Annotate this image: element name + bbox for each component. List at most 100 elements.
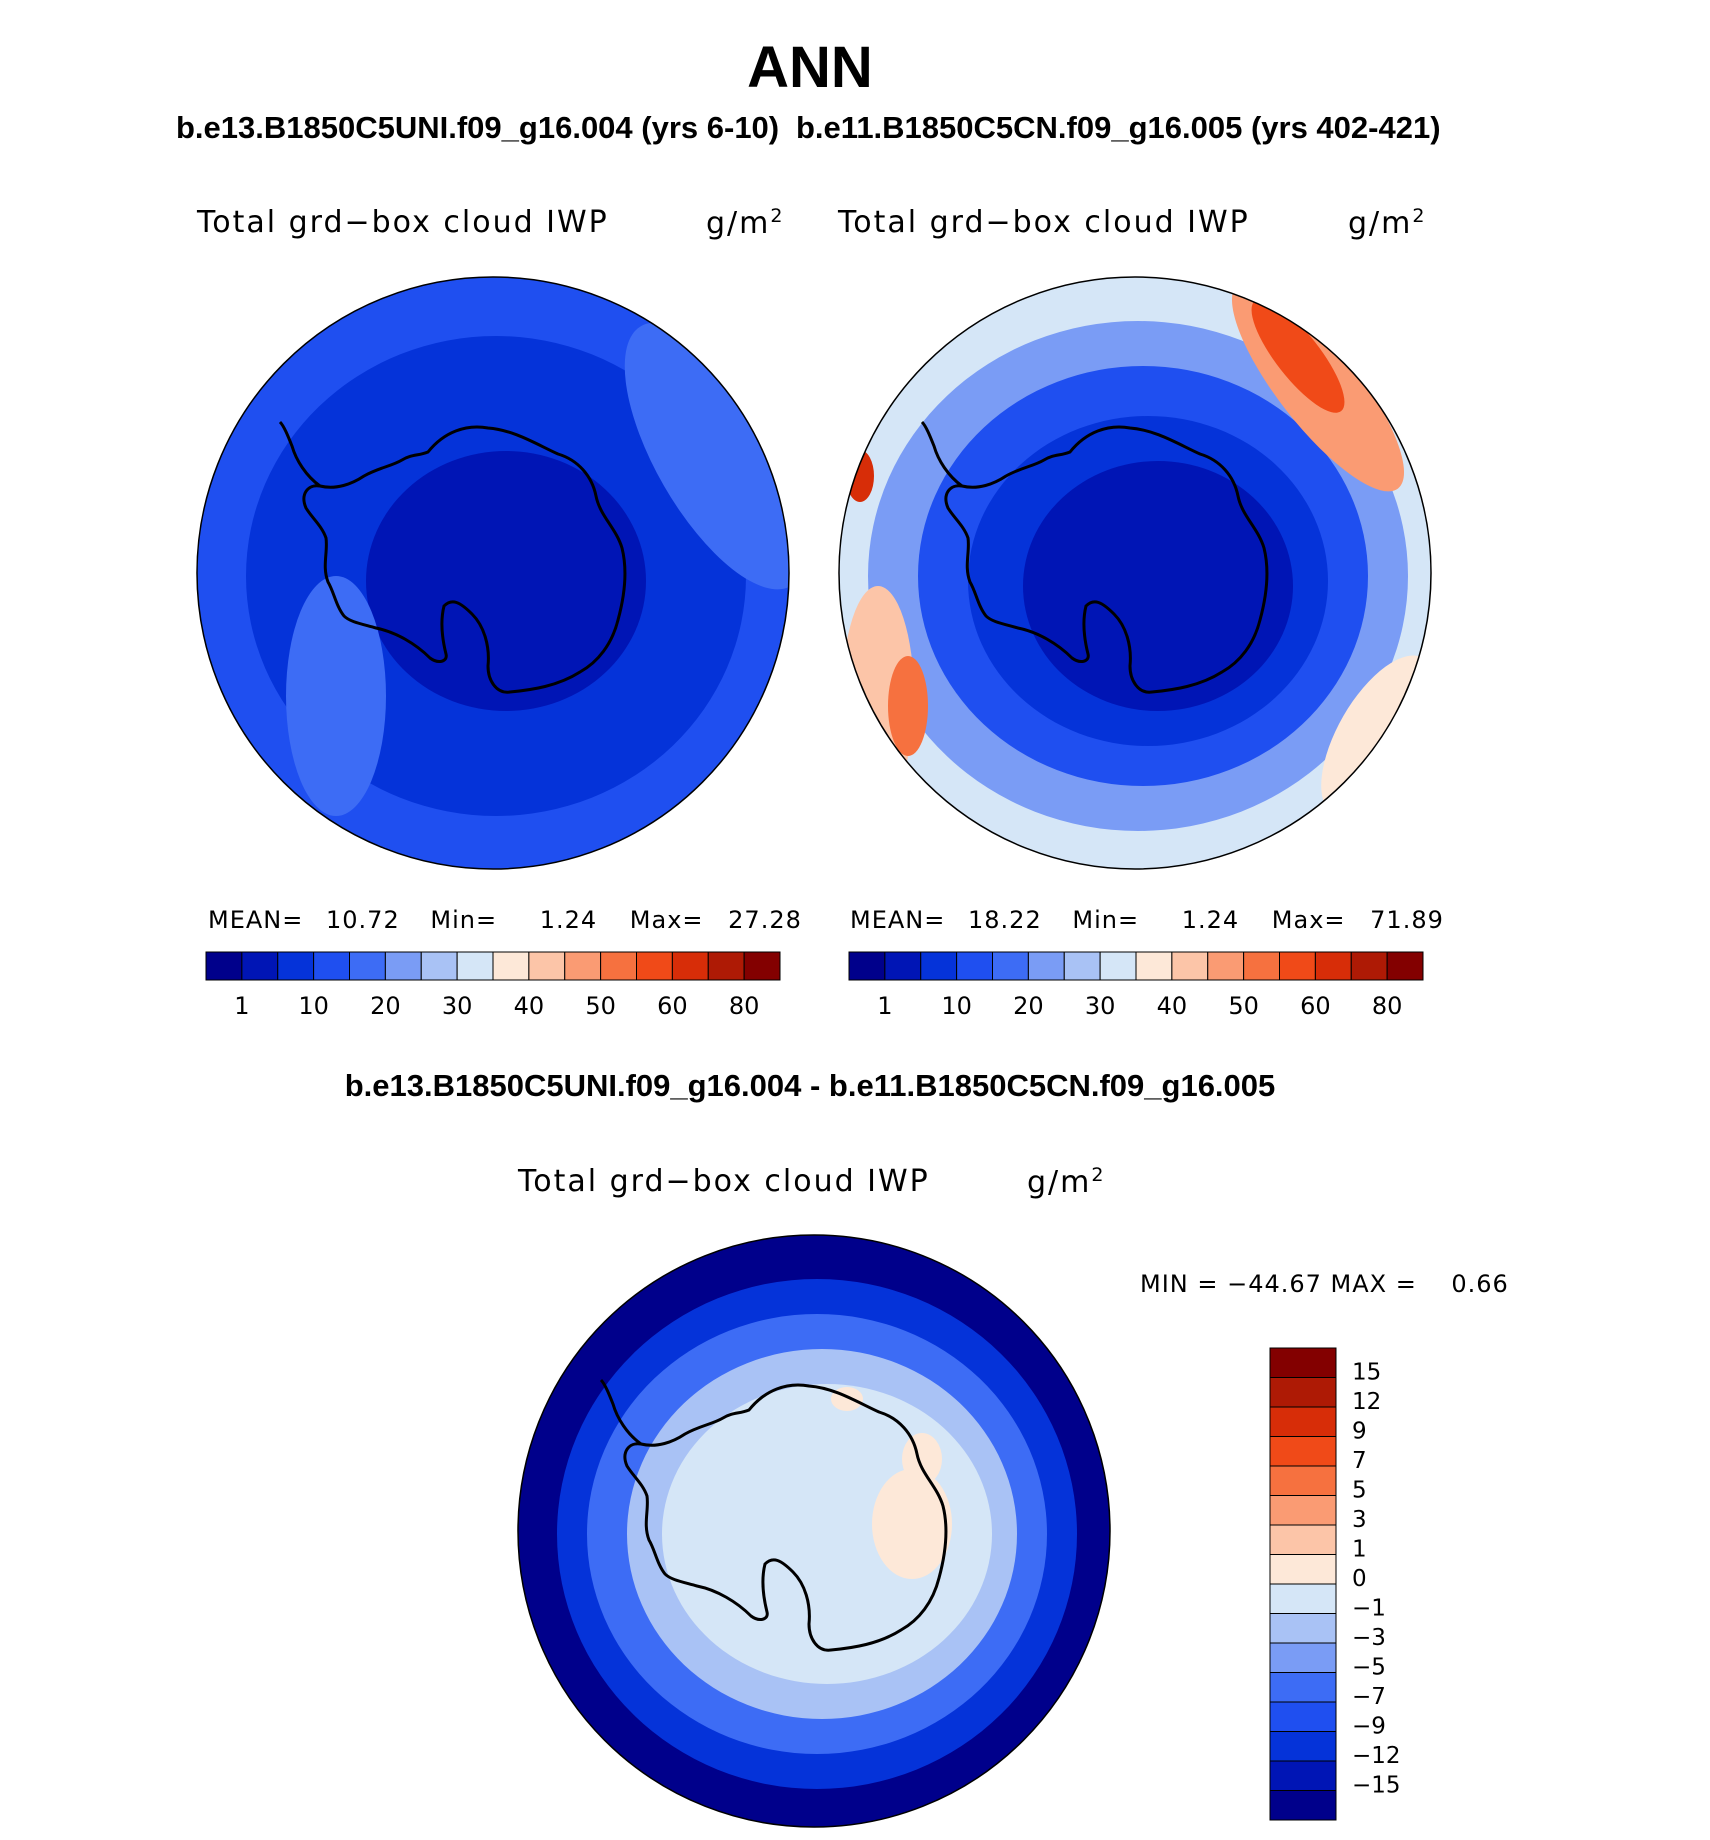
panel1-mean-value: 10.72: [326, 906, 400, 934]
map1-anomaly-0: [624, 322, 789, 590]
cbar3-tick-label: 5: [1352, 1478, 1367, 1504]
cbar1-tick-label: 50: [585, 992, 616, 1020]
cbar3-tick-label: −15: [1352, 1773, 1401, 1799]
map3-field: [518, 1235, 1110, 1827]
map-panel-2: [838, 276, 1432, 870]
colorbar-panel-3: 15 12 9 7 5 3 1 0 −1 −3 −5 −7 −9 −12 −15: [1269, 1347, 1401, 1821]
cbar2-box-14: [1350, 951, 1388, 981]
panel2-units-exp: 2: [1412, 205, 1427, 227]
cbar2-box-13: [1314, 951, 1352, 981]
case-ctrl-title: b.e11.B1850C5CN.f09_g16.005 (yrs 402-421…: [796, 110, 1441, 145]
map2-anomaly-1: [1251, 299, 1345, 413]
cbar2-box-11: [1243, 951, 1280, 981]
map-panel-3: [517, 1234, 1111, 1828]
cbar2-tick-label: 1: [877, 992, 892, 1020]
cbar3-tick-label: 15: [1352, 1360, 1381, 1386]
cbar2-tick-label: 80: [1372, 992, 1403, 1020]
cbar2-box-1: [884, 951, 922, 981]
cbar3-box-11: [1269, 1672, 1337, 1703]
cbar1-box-15: [743, 951, 781, 981]
panel3-variable-title: Total grd−box cloud IWP: [518, 1164, 930, 1199]
map1-border: [196, 276, 790, 870]
map1-field: [197, 277, 789, 869]
cbar3-box-2: [1269, 1406, 1337, 1437]
cbar2-box-7: [1099, 951, 1137, 981]
cbar2-box-12: [1279, 951, 1316, 981]
panel1-mean-label: MEAN=: [208, 906, 304, 934]
cbar3-box-14: [1269, 1760, 1337, 1791]
cbar1-box-5: [384, 951, 422, 981]
cbar1-tick-label: 60: [657, 992, 688, 1020]
cbar3-box-15: [1269, 1790, 1337, 1821]
map3-anomaly-1: [902, 1433, 942, 1485]
panel1-max-label: Max=: [629, 906, 704, 934]
panel1-min-label: Min=: [430, 906, 498, 934]
map1-peninsula: [278, 420, 321, 488]
cbar3-box-0: [1269, 1347, 1337, 1378]
cbar1-box-3: [313, 951, 350, 981]
cbar3-tick-label: 0: [1352, 1566, 1367, 1592]
cbar2-box-2: [920, 951, 958, 981]
cbar2-tick-label: 10: [941, 992, 972, 1020]
panel2-max-label: Max=: [1271, 906, 1346, 934]
map2-field: [839, 277, 1431, 869]
panel3-stats: MIN = −44.67 MAX = 0.66: [1140, 1270, 1509, 1298]
cbar1-tick-label: 40: [514, 992, 545, 1020]
cbar2-box-4: [992, 951, 1029, 981]
map2-coastline: [944, 425, 1269, 694]
cbar2-tick-label: 20: [1013, 992, 1044, 1020]
map1-anomaly-1: [286, 576, 386, 816]
cbar1-box-0: [205, 951, 243, 981]
cbar3-box-6: [1269, 1524, 1337, 1555]
cbar2-box-9: [1171, 951, 1209, 981]
panel1-units: g/m2: [706, 205, 784, 241]
cbar3-box-10: [1269, 1642, 1337, 1673]
cbar1-box-9: [528, 951, 566, 981]
cbar3-tick-label: 1: [1352, 1537, 1367, 1563]
panel3-units-base: g/m: [1027, 1165, 1092, 1200]
cbar1-box-11: [600, 951, 637, 981]
colorbar-panel-2: 1 10 20 30 40 50 60 80: [848, 951, 1424, 1020]
cbar3-tick-label: 9: [1352, 1419, 1367, 1445]
panel1-variable-title: Total grd−box cloud IWP: [197, 205, 609, 240]
panel1-min-value: 1.24: [539, 906, 598, 934]
cbar2-tick-label: 60: [1300, 992, 1331, 1020]
cbar1-box-6: [420, 951, 458, 981]
panel2-min-label: Min=: [1072, 906, 1140, 934]
cbar1-tick-label: 10: [298, 992, 329, 1020]
map2-contour-4: [1023, 461, 1293, 711]
panel1-units-base: g/m: [706, 206, 771, 241]
cbar2-box-8: [1135, 951, 1173, 981]
panel2-min-value: 1.24: [1181, 906, 1240, 934]
cbar3-box-7: [1269, 1554, 1337, 1585]
case-test-title: b.e13.B1850C5UNI.f09_g16.004 (yrs 6-10): [176, 110, 780, 145]
map3-coastline: [623, 1383, 948, 1652]
cbar3-tick-label: −1: [1352, 1596, 1386, 1622]
panel2-units: g/m2: [1348, 205, 1426, 241]
cbar3-tick-label: 12: [1352, 1389, 1381, 1415]
cbar2-box-10: [1207, 951, 1245, 981]
cbar1-box-7: [456, 951, 494, 981]
diff-title: b.e13.B1850C5UNI.f09_g16.004 - b.e11.B18…: [344, 1068, 1276, 1103]
cbar3-box-9: [1269, 1613, 1337, 1644]
map2-anomaly-3: [888, 656, 928, 756]
panel2-units-base: g/m: [1348, 206, 1413, 241]
map1-contour-2: [366, 451, 646, 711]
cbar1-tick-label: 80: [729, 992, 760, 1020]
cbar1-box-4: [349, 951, 386, 981]
cbar1-box-14: [707, 951, 745, 981]
map3-border: [517, 1234, 1111, 1828]
cbar3-tick-label: 3: [1352, 1507, 1367, 1533]
map3-peninsula: [599, 1378, 642, 1446]
cbar2-box-0: [848, 951, 886, 981]
panel2-variable-title: Total grd−box cloud IWP: [838, 205, 1250, 240]
panel1-units-exp: 2: [770, 205, 785, 227]
panel1-max-value: 27.28: [728, 906, 802, 934]
cbar3-box-1: [1269, 1377, 1337, 1408]
panel2-max-value: 71.89: [1370, 906, 1444, 934]
cbar2-box-15: [1386, 951, 1424, 981]
cbar3-tick-label: −12: [1352, 1743, 1401, 1769]
cbar2-tick-label: 30: [1085, 992, 1116, 1020]
cbar1-tick-label: 20: [370, 992, 401, 1020]
cbar2-box-3: [956, 951, 993, 981]
